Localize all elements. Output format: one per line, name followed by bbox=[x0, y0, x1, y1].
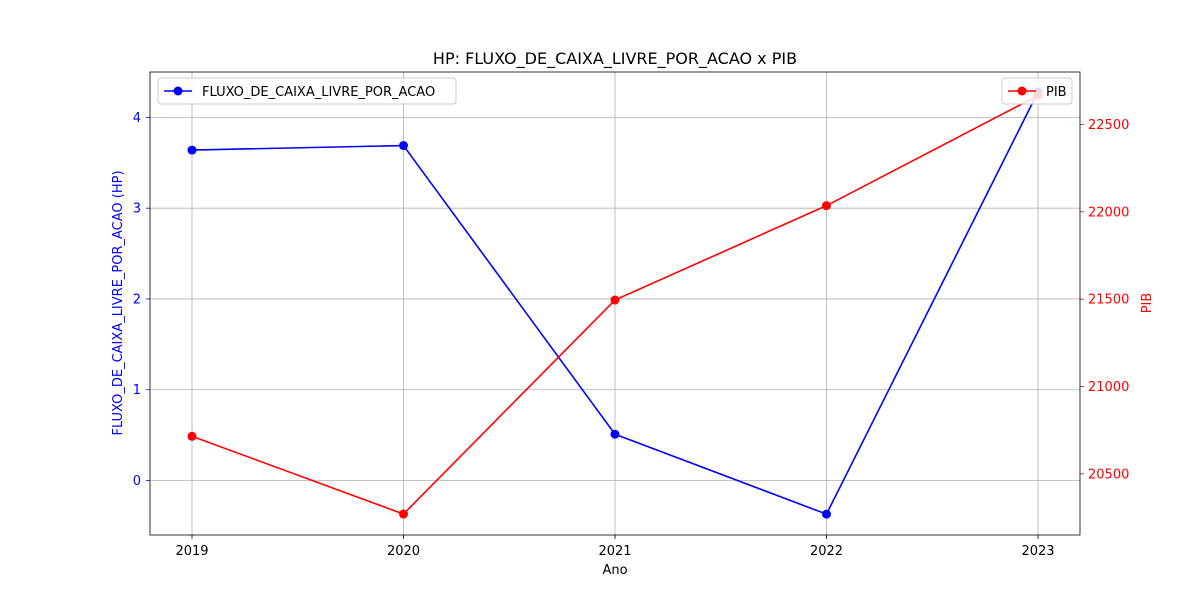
x-tick-label: 2022 bbox=[810, 544, 843, 559]
series-point-fluxo_de_caixa_livre_por_acao bbox=[610, 429, 620, 439]
x-tick-label: 2020 bbox=[387, 544, 420, 559]
legend-marker bbox=[173, 86, 183, 96]
x-axis-label: Ano bbox=[602, 563, 627, 578]
legend-box bbox=[157, 77, 457, 105]
legend-marker bbox=[1017, 86, 1027, 96]
left-y-tick-label: 0 bbox=[133, 474, 141, 489]
right-y-axis-label: PIB bbox=[1140, 293, 1155, 314]
series-point-fluxo_de_caixa_livre_por_acao bbox=[187, 145, 197, 155]
series-point-pib bbox=[187, 431, 197, 441]
series-point-pib bbox=[399, 509, 408, 519]
grid-layer bbox=[150, 72, 1080, 535]
right-y-tick-label: 22500 bbox=[1088, 118, 1129, 133]
legend-box bbox=[1001, 77, 1073, 105]
right-y-tick-label: 21500 bbox=[1088, 293, 1129, 308]
legend-label: PIB bbox=[1046, 85, 1067, 100]
right-y-tick-label: 20500 bbox=[1088, 467, 1129, 482]
plot-frame bbox=[149, 71, 1081, 536]
left-y-tick-label: 4 bbox=[133, 111, 141, 126]
right-y-tick-label: 22000 bbox=[1088, 205, 1129, 220]
legend-layer: FLUXO_DE_CAIXA_LIVRE_POR_ACAO PIB bbox=[157, 77, 1073, 105]
series-point-fluxo_de_caixa_livre_por_acao bbox=[822, 509, 831, 519]
left-y-tick-label: 3 bbox=[133, 202, 141, 217]
x-tick-label: 2023 bbox=[1021, 544, 1054, 559]
series-point-fluxo_de_caixa_livre_por_acao bbox=[399, 141, 408, 151]
axes-layer: 2019 2020 2021 2022 2023 0 1 2 3 4 20500 21000 21500… bbox=[133, 71, 1129, 559]
series-point-pib bbox=[610, 295, 620, 305]
legend-label: FLUXO_DE_CAIXA_LIVRE_POR_ACAO bbox=[202, 85, 435, 100]
right-y-tick-label: 21000 bbox=[1088, 380, 1129, 395]
x-tick-label: 2019 bbox=[175, 544, 208, 559]
left-y-tick-label: 2 bbox=[133, 292, 141, 307]
chart-title: HP: FLUXO_DE_CAIXA_LIVRE_POR_ACAO x PIB bbox=[433, 49, 797, 69]
left-y-axis-label: FLUXO_DE_CAIXA_LIVRE_POR_ACAO (HP) bbox=[111, 170, 126, 435]
x-tick-label: 2021 bbox=[598, 544, 631, 559]
series-point-pib bbox=[822, 201, 831, 211]
left-y-tick-label: 1 bbox=[133, 383, 141, 398]
